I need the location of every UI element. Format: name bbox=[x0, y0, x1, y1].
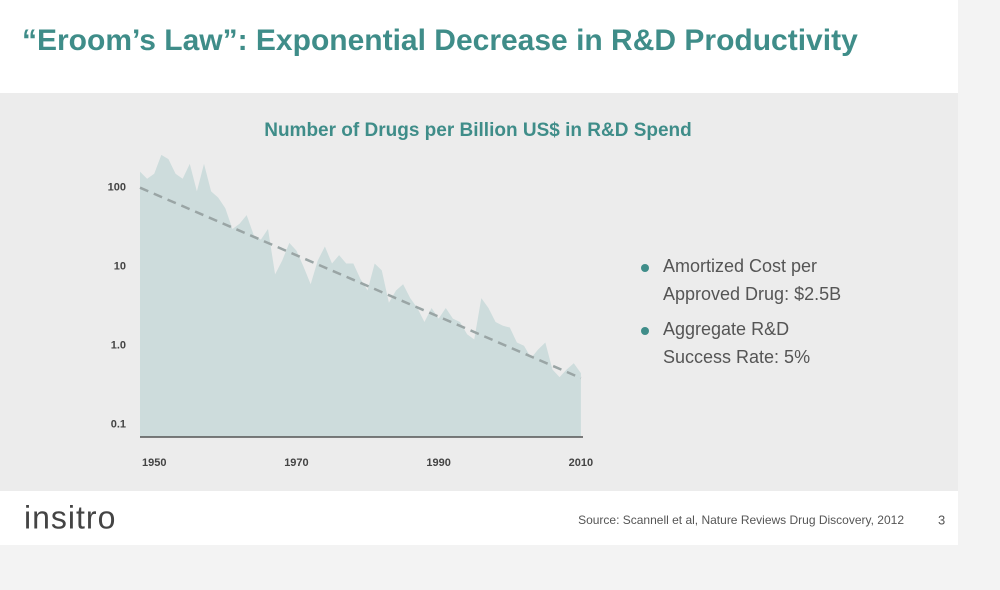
bullet-text: Amortized Cost per bbox=[663, 256, 817, 276]
bullet-dot bbox=[641, 327, 649, 335]
plot: 100 10 1.0 0.1 1950 1970 1990 2010 bbox=[108, 154, 593, 469]
bullet-text: Approved Drug: $2.5B bbox=[663, 284, 841, 304]
x-tick-label: 1950 bbox=[142, 457, 166, 469]
x-tick-label: 2010 bbox=[569, 457, 593, 469]
bullet-dot bbox=[641, 264, 649, 272]
x-tick-label: 1990 bbox=[426, 457, 450, 469]
trend-line bbox=[139, 186, 582, 380]
x-tick-label: 1970 bbox=[284, 457, 308, 469]
bullet-text: Success Rate: 5% bbox=[663, 347, 810, 367]
logo: insitro bbox=[24, 499, 116, 535]
chart-title: Number of Drugs per Billion US$ in R&D S… bbox=[264, 120, 692, 141]
y-tick-label: 0.1 bbox=[111, 419, 126, 431]
slide-title: “Eroom’s Law”: Exponential Decrease in R… bbox=[22, 24, 858, 57]
source: Source: Scannell et al, Nature Reviews D… bbox=[578, 513, 904, 527]
y-tick-label: 10 bbox=[114, 261, 126, 273]
y-tick-label: 100 bbox=[108, 182, 126, 194]
area bbox=[140, 154, 581, 437]
bullet-text: Aggregate R&D bbox=[663, 319, 789, 339]
y-tick-label: 1.0 bbox=[111, 340, 126, 352]
page-number: 3 bbox=[938, 512, 945, 527]
